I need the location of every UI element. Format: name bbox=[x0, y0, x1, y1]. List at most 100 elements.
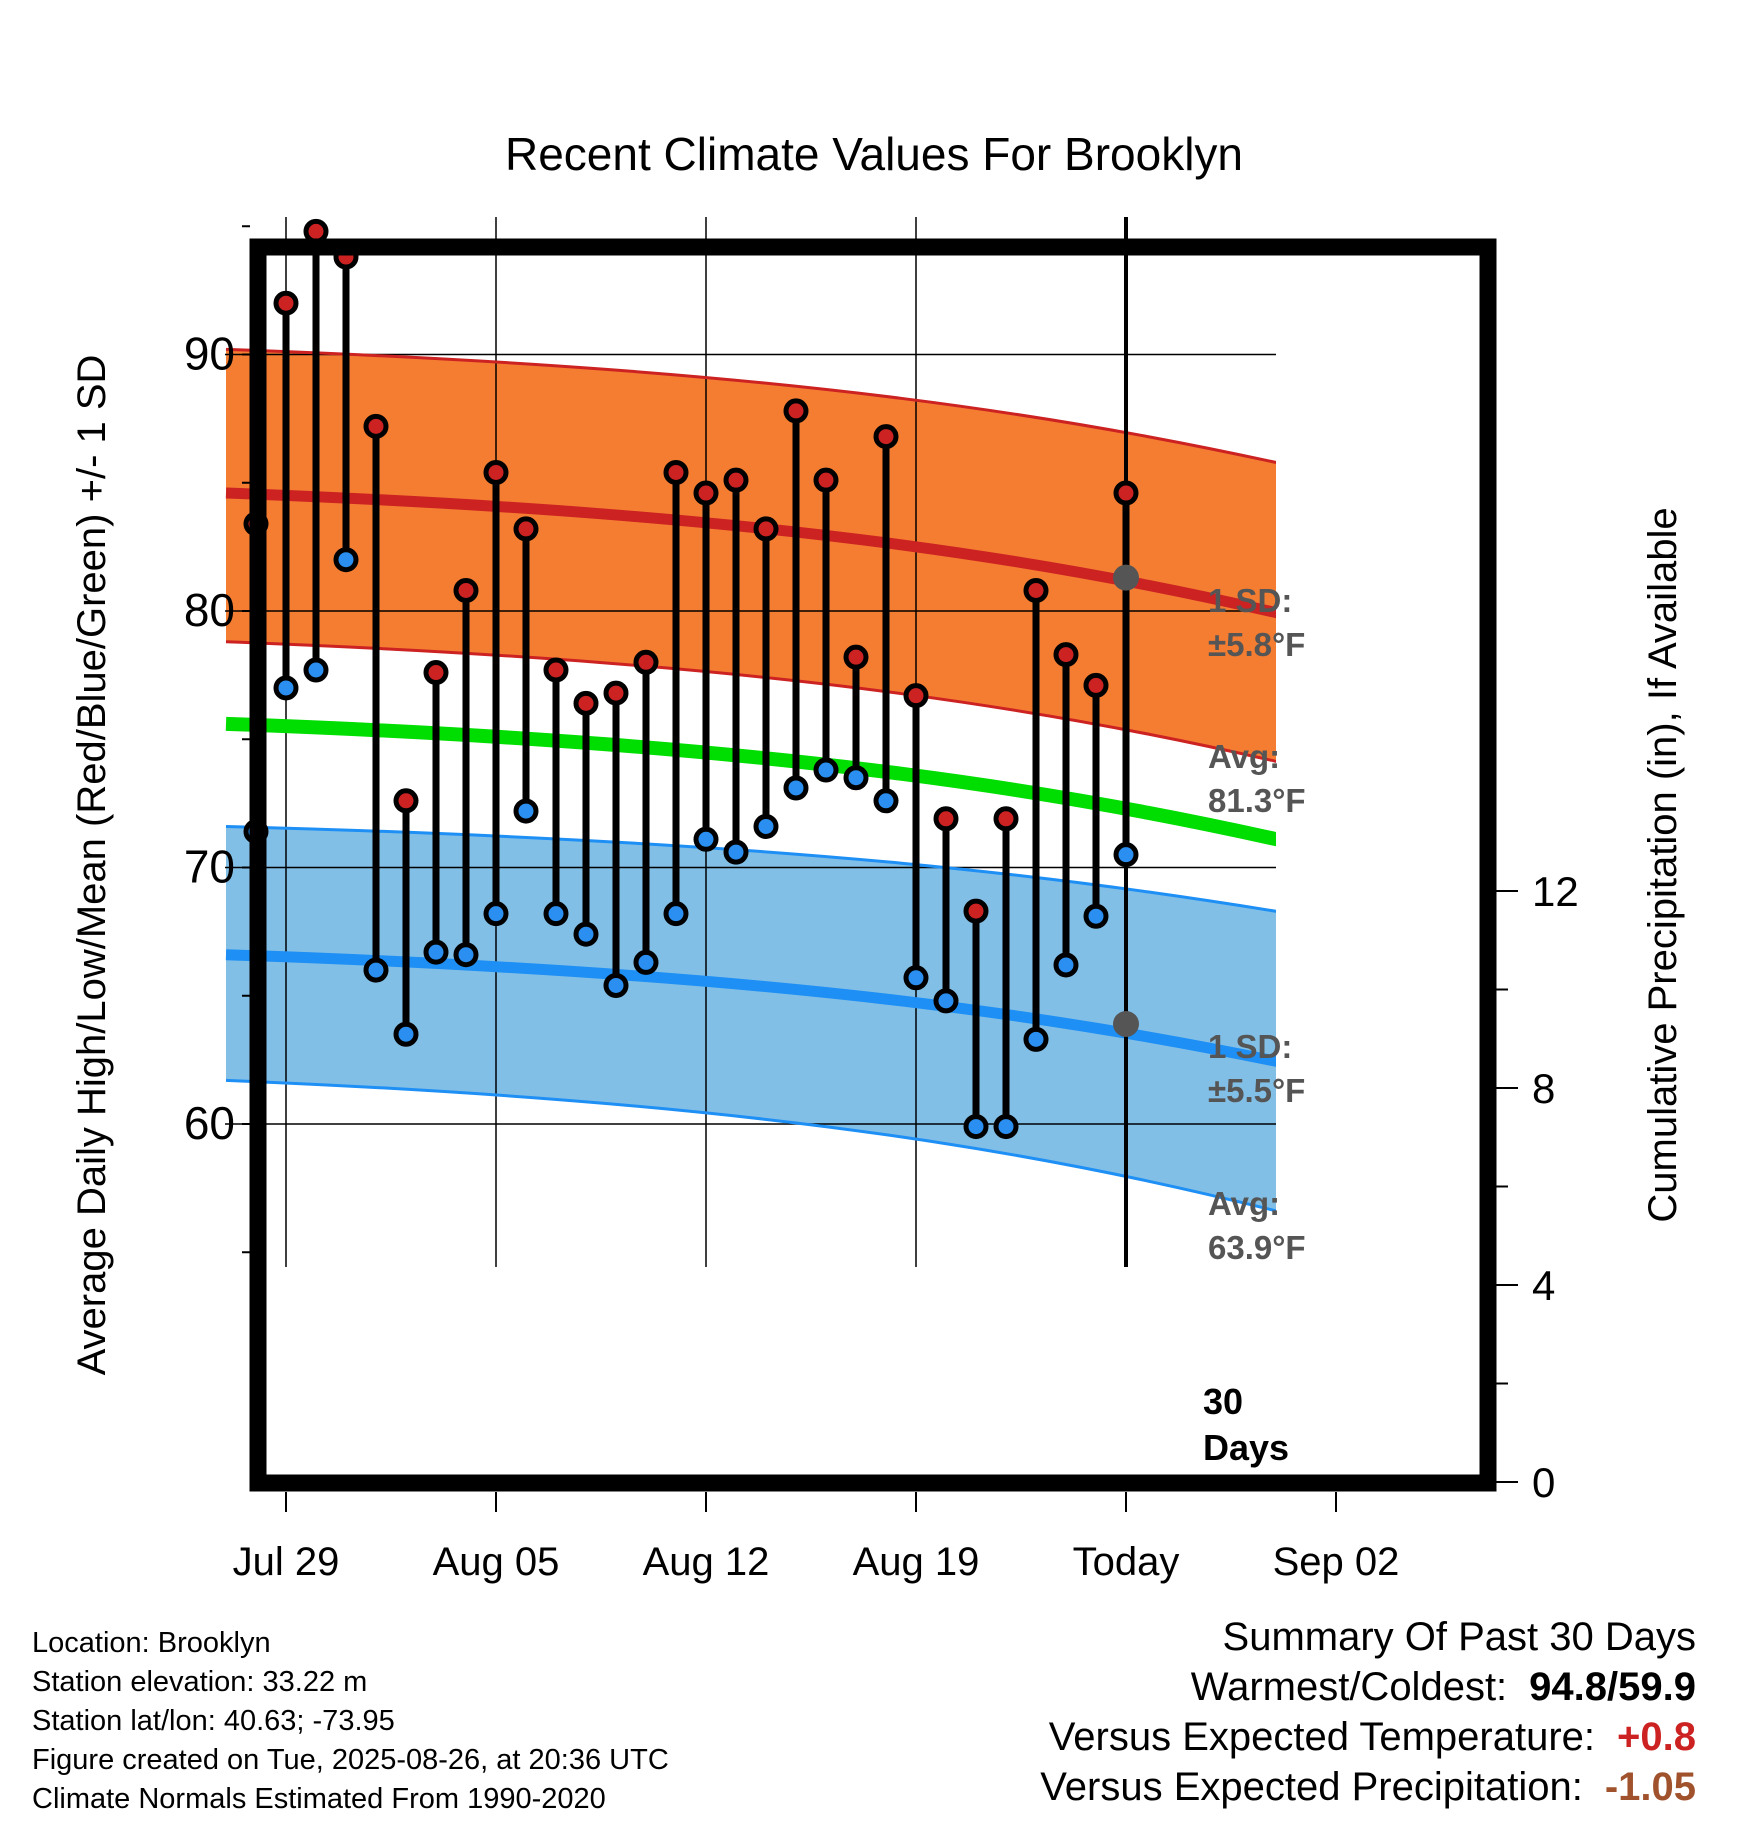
y-axis-label: Average Daily High/Low/Mean (Red/Blue/Gr… bbox=[70, 355, 114, 1376]
low-point-Jul 31 bbox=[333, 547, 359, 573]
low-point-Aug 16 bbox=[813, 757, 839, 783]
low-point-Aug 23 bbox=[1023, 1026, 1049, 1052]
low-point-Aug 17 bbox=[843, 765, 869, 791]
low-point-Aug 10 bbox=[633, 949, 659, 975]
low-point-Aug 12 bbox=[693, 826, 719, 852]
high-avg-line bbox=[225, 487, 1276, 619]
high-minus-sd-line bbox=[225, 640, 1276, 763]
low-minus-sd-line bbox=[225, 1078, 1276, 1213]
low-avg-label: Avg: bbox=[1208, 1185, 1280, 1222]
low-point-Aug 25 bbox=[1083, 903, 1109, 929]
high-point-Aug 14 bbox=[753, 516, 779, 542]
normals-text: Climate Normals Estimated From 1990-2020 bbox=[32, 1783, 606, 1815]
high-point-Aug 13 bbox=[723, 467, 749, 493]
low-point-Aug 18 bbox=[873, 788, 899, 814]
chart-title: Recent Climate Values For Brooklyn bbox=[505, 128, 1243, 180]
today-high-avg-marker bbox=[1113, 564, 1139, 591]
high-point-Aug 03 bbox=[423, 660, 449, 686]
plot-area bbox=[225, 217, 1276, 1408]
y-tick-label-60: 60 bbox=[184, 1097, 235, 1149]
high-point-Aug 26 bbox=[1113, 480, 1139, 506]
summary-panel: Summary Of Past 30 Days Warmest/Coldest:… bbox=[1040, 1612, 1696, 1812]
high-point-Aug 15 bbox=[783, 398, 809, 424]
high-point-Aug 09 bbox=[603, 680, 629, 706]
today-low-avg-marker bbox=[1113, 1010, 1139, 1037]
plot-frame bbox=[249, 238, 1497, 1492]
warm-cold-label: Warmest/Coldest: bbox=[1190, 1665, 1508, 1709]
low-point-Aug 11 bbox=[663, 901, 689, 927]
y2-tick-label-0: 0 bbox=[1532, 1459, 1555, 1506]
low-point-Aug 26 bbox=[1113, 842, 1139, 868]
high-point-Aug 22 bbox=[993, 806, 1019, 832]
high-plus-sd-line bbox=[225, 347, 1276, 464]
high-point-Aug 19 bbox=[903, 683, 929, 709]
climate-chart: Recent Climate Values For Brooklyn 1 SD: ±… bbox=[70, 128, 1685, 1584]
high-point-Aug 21 bbox=[963, 898, 989, 924]
high-point-Jul 30 bbox=[303, 218, 329, 244]
y-tick-label-70: 70 bbox=[184, 841, 235, 893]
precip-row: Versus Expected Precipitation: -1.05 bbox=[1040, 1762, 1696, 1812]
precip-value: -1.05 bbox=[1604, 1765, 1696, 1809]
summary-title: Summary Of Past 30 Days bbox=[1222, 1615, 1696, 1659]
y2-tick-label-8: 8 bbox=[1532, 1065, 1555, 1112]
low-sd-label: 1 SD: bbox=[1208, 1028, 1292, 1065]
station-info: Location: Brooklyn Station elevation: 33… bbox=[32, 1624, 669, 1819]
low-point-Aug 19 bbox=[903, 965, 929, 991]
y-tick-label-90: 90 bbox=[184, 328, 235, 380]
warm-cold-row: Warmest/Coldest: 94.8/59.9 bbox=[1040, 1662, 1696, 1712]
high-point-Aug 02 bbox=[393, 788, 419, 814]
high-avg-label: Avg: bbox=[1208, 738, 1280, 775]
low-avg-value: 63.9°F bbox=[1208, 1229, 1306, 1266]
latlon-text: Station lat/lon: 40.63; -73.95 bbox=[32, 1705, 395, 1737]
high-point-Aug 06 bbox=[513, 516, 539, 542]
high-point-Aug 18 bbox=[873, 424, 899, 450]
temp-row: Versus Expected Temperature: +0.8 bbox=[1040, 1712, 1696, 1762]
low-point-Aug 21 bbox=[963, 1114, 989, 1140]
low-sd-value: ±5.5°F bbox=[1208, 1072, 1305, 1109]
high-point-Aug 07 bbox=[543, 657, 569, 683]
low-point-Aug 13 bbox=[723, 839, 749, 865]
low-point-Aug 01 bbox=[363, 957, 389, 983]
high-point-Aug 10 bbox=[633, 649, 659, 675]
y2-axis-label: Cumulative Precipitation (in), If Availa… bbox=[1641, 507, 1685, 1222]
low-point-Jul 29 bbox=[273, 675, 299, 701]
high-point-Aug 16 bbox=[813, 467, 839, 493]
days-count: 30 bbox=[1203, 1381, 1243, 1422]
y2-tick-label-4: 4 bbox=[1532, 1262, 1555, 1309]
low-point-Aug 06 bbox=[513, 798, 539, 824]
low-point-Aug 03 bbox=[423, 939, 449, 965]
low-point-Aug 22 bbox=[993, 1114, 1019, 1140]
low-point-Jul 30 bbox=[303, 657, 329, 683]
temp-label: Versus Expected Temperature: bbox=[1048, 1715, 1596, 1759]
high-sd-band bbox=[226, 349, 1276, 762]
low-point-Aug 24 bbox=[1053, 952, 1079, 978]
high-point-Aug 24 bbox=[1053, 642, 1079, 668]
high-point-Aug 25 bbox=[1083, 672, 1109, 698]
low-point-Aug 04 bbox=[453, 942, 479, 968]
x-tick-label-3: Aug 19 bbox=[853, 1540, 980, 1584]
x-tick-label-1: Aug 05 bbox=[433, 1540, 560, 1584]
precip-label: Versus Expected Precipitation: bbox=[1040, 1765, 1583, 1809]
low-point-Aug 14 bbox=[753, 813, 779, 839]
high-point-Aug 17 bbox=[843, 644, 869, 670]
temp-value: +0.8 bbox=[1617, 1715, 1696, 1759]
precip-area bbox=[322, 1267, 1276, 1408]
low-point-Aug 02 bbox=[393, 1021, 419, 1047]
high-point-Aug 12 bbox=[693, 480, 719, 506]
y2-tick-label-12: 12 bbox=[1532, 868, 1579, 915]
high-point-Aug 04 bbox=[453, 577, 479, 603]
elevation-text: Station elevation: 33.22 m bbox=[32, 1666, 368, 1698]
high-sd-label: 1 SD: bbox=[1208, 582, 1292, 619]
high-point-Aug 11 bbox=[663, 459, 689, 485]
high-avg-value: 81.3°F bbox=[1208, 782, 1306, 819]
low-point-Aug 09 bbox=[603, 972, 629, 998]
low-point-Aug 08 bbox=[573, 921, 599, 947]
x-tick-label-5: Sep 02 bbox=[1273, 1540, 1400, 1584]
y-tick-label-80: 80 bbox=[184, 584, 235, 636]
days-label: Days bbox=[1203, 1427, 1289, 1468]
mean-avg-line bbox=[225, 716, 1276, 847]
high-point-Aug 05 bbox=[483, 459, 509, 485]
x-tick-label-0: Jul 29 bbox=[233, 1540, 340, 1584]
warm-cold-value: 94.8/59.9 bbox=[1529, 1665, 1696, 1709]
low-point-Aug 20 bbox=[933, 988, 959, 1014]
